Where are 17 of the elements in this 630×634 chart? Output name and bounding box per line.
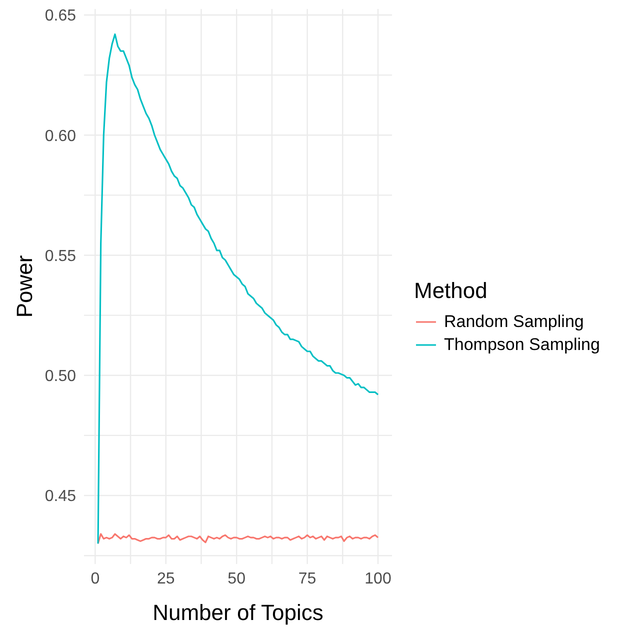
y-axis-title: Power: [12, 255, 37, 318]
y-tick-label: 0.65: [44, 8, 76, 25]
x-tick-label: 50: [228, 570, 246, 588]
text: 0.50: [44, 368, 76, 386]
x-tick-label: 100: [364, 570, 392, 588]
y-tick-label: 0.55: [44, 248, 76, 265]
x-tick-label: 25: [156, 570, 175, 588]
x-axis-title: Number of Topics: [152, 600, 324, 625]
line-series: [97, 533, 379, 544]
x-tick-label: 0: [90, 570, 100, 588]
line-series: [97, 33, 379, 544]
legend-title: Method: [414, 278, 488, 304]
legend-label: Thompson Sampling: [444, 334, 600, 354]
legend-label: Random Sampling: [444, 312, 584, 332]
text: 0.60: [44, 128, 76, 145]
y-tick-label: 0.45: [44, 488, 76, 506]
x-tick-label: 75: [298, 570, 316, 588]
